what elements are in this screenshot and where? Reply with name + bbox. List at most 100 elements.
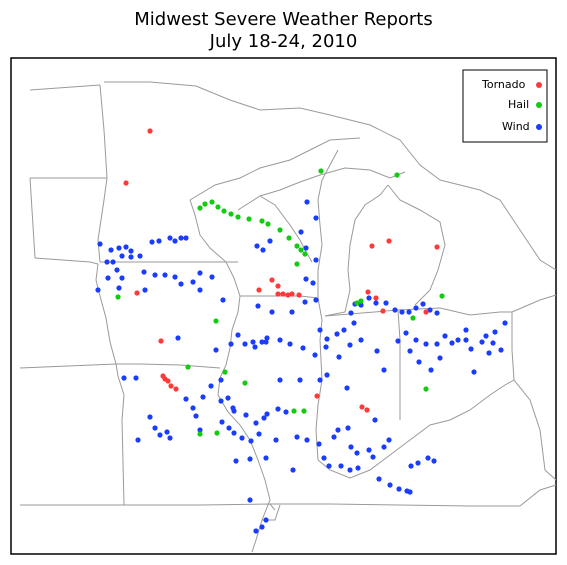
wind-report-point [260,247,266,253]
hail-report-point [213,318,219,324]
wind-report-point [492,329,498,335]
wind-report-point [147,414,153,420]
legend-wind-marker [536,124,542,130]
wind-report-point [302,299,308,305]
wind-report-point [334,331,340,337]
hail-report-point [294,261,300,267]
hail-report-point [439,293,445,299]
wind-report-point [347,467,353,473]
wind-report-point [141,269,147,275]
wind-report-point [228,341,234,347]
legend-wind-label: Wind [502,120,530,133]
wind-report-point [252,344,258,350]
wind-report-point [370,454,376,460]
wind-report-point [455,337,461,343]
hail-report-point [265,221,271,227]
wind-report-point [128,254,134,260]
wind-report-point [137,253,143,259]
wind-report-point [254,243,260,249]
tornado-report-point [275,283,281,289]
tornado-report-point [269,277,275,283]
wind-report-point [255,303,261,309]
wind-report-point [259,524,265,530]
wind-report-point [152,425,158,431]
wind-report-point [463,337,469,343]
wind-report-point [197,287,203,293]
wind-report-point [226,425,232,431]
hail-report-point [301,408,307,414]
wind-report-point [116,285,122,291]
wind-report-point [468,346,474,352]
wind-report-point [175,335,181,341]
wind-report-point [190,279,196,285]
wind-report-point [324,372,330,378]
wind-report-point [310,280,316,286]
tornado-report-point [434,244,440,250]
legend-tornado-marker [536,82,542,88]
hail-report-point [277,227,283,233]
hail-report-point [242,380,248,386]
wind-report-point [119,275,125,281]
wind-report-point [172,238,178,244]
tornado-report-point [364,407,370,413]
map-subtitle: July 18-24, 2010 [209,31,358,52]
tornado-report-point [386,238,392,244]
wind-report-point [200,394,206,400]
tornado-report-point [173,386,179,392]
wind-report-point [297,377,303,383]
wind-report-point [256,431,262,437]
wind-report-point [386,437,392,443]
wind-report-point [479,339,485,345]
wind-report-point [259,339,265,345]
wind-report-point [114,267,120,273]
wind-report-point [312,352,318,358]
wind-report-point [348,444,354,450]
wind-report-point [250,339,256,345]
tornado-report-point [285,292,291,298]
hail-report-point [423,386,429,392]
wind-report-point [156,238,162,244]
hail-report-point [215,204,221,210]
wind-report-point [348,310,354,316]
wind-report-point [178,235,184,241]
wind-report-point [374,348,380,354]
tornado-report-point [275,291,281,297]
tornado-report-point [365,289,371,295]
hail-report-point [202,201,208,207]
wind-report-point [264,335,270,341]
wind-report-point [183,235,189,241]
wind-report-point [275,406,281,412]
hail-report-point [354,300,360,306]
wind-report-point [317,327,323,333]
wind-report-point [277,377,283,383]
wind-report-point [123,244,129,250]
wind-report-point [261,415,267,421]
wind-report-point [373,300,379,306]
wind-report-point [502,320,508,326]
wind-report-point [239,435,245,441]
wind-report-point [116,245,122,251]
wind-report-point [313,297,319,303]
wind-report-point [347,342,353,348]
wind-report-point [264,411,270,417]
wind-report-point [425,455,431,461]
wind-report-point [381,367,387,373]
wind-report-point [193,413,199,419]
wind-report-point [423,341,429,347]
wind-report-point [218,398,224,404]
wind-report-point [263,455,269,461]
wind-report-point [381,444,387,450]
wind-report-point [304,199,310,205]
wind-report-point [167,435,173,441]
hail-report-point [214,430,220,436]
hail-report-point [410,315,416,321]
wind-report-point [197,270,203,276]
wind-report-point [283,409,289,415]
hail-report-point [228,211,234,217]
hail-report-point [358,298,364,304]
wind-report-point [490,340,496,346]
wind-report-point [372,417,378,423]
wind-report-point [104,259,110,265]
wind-report-point [183,396,189,402]
